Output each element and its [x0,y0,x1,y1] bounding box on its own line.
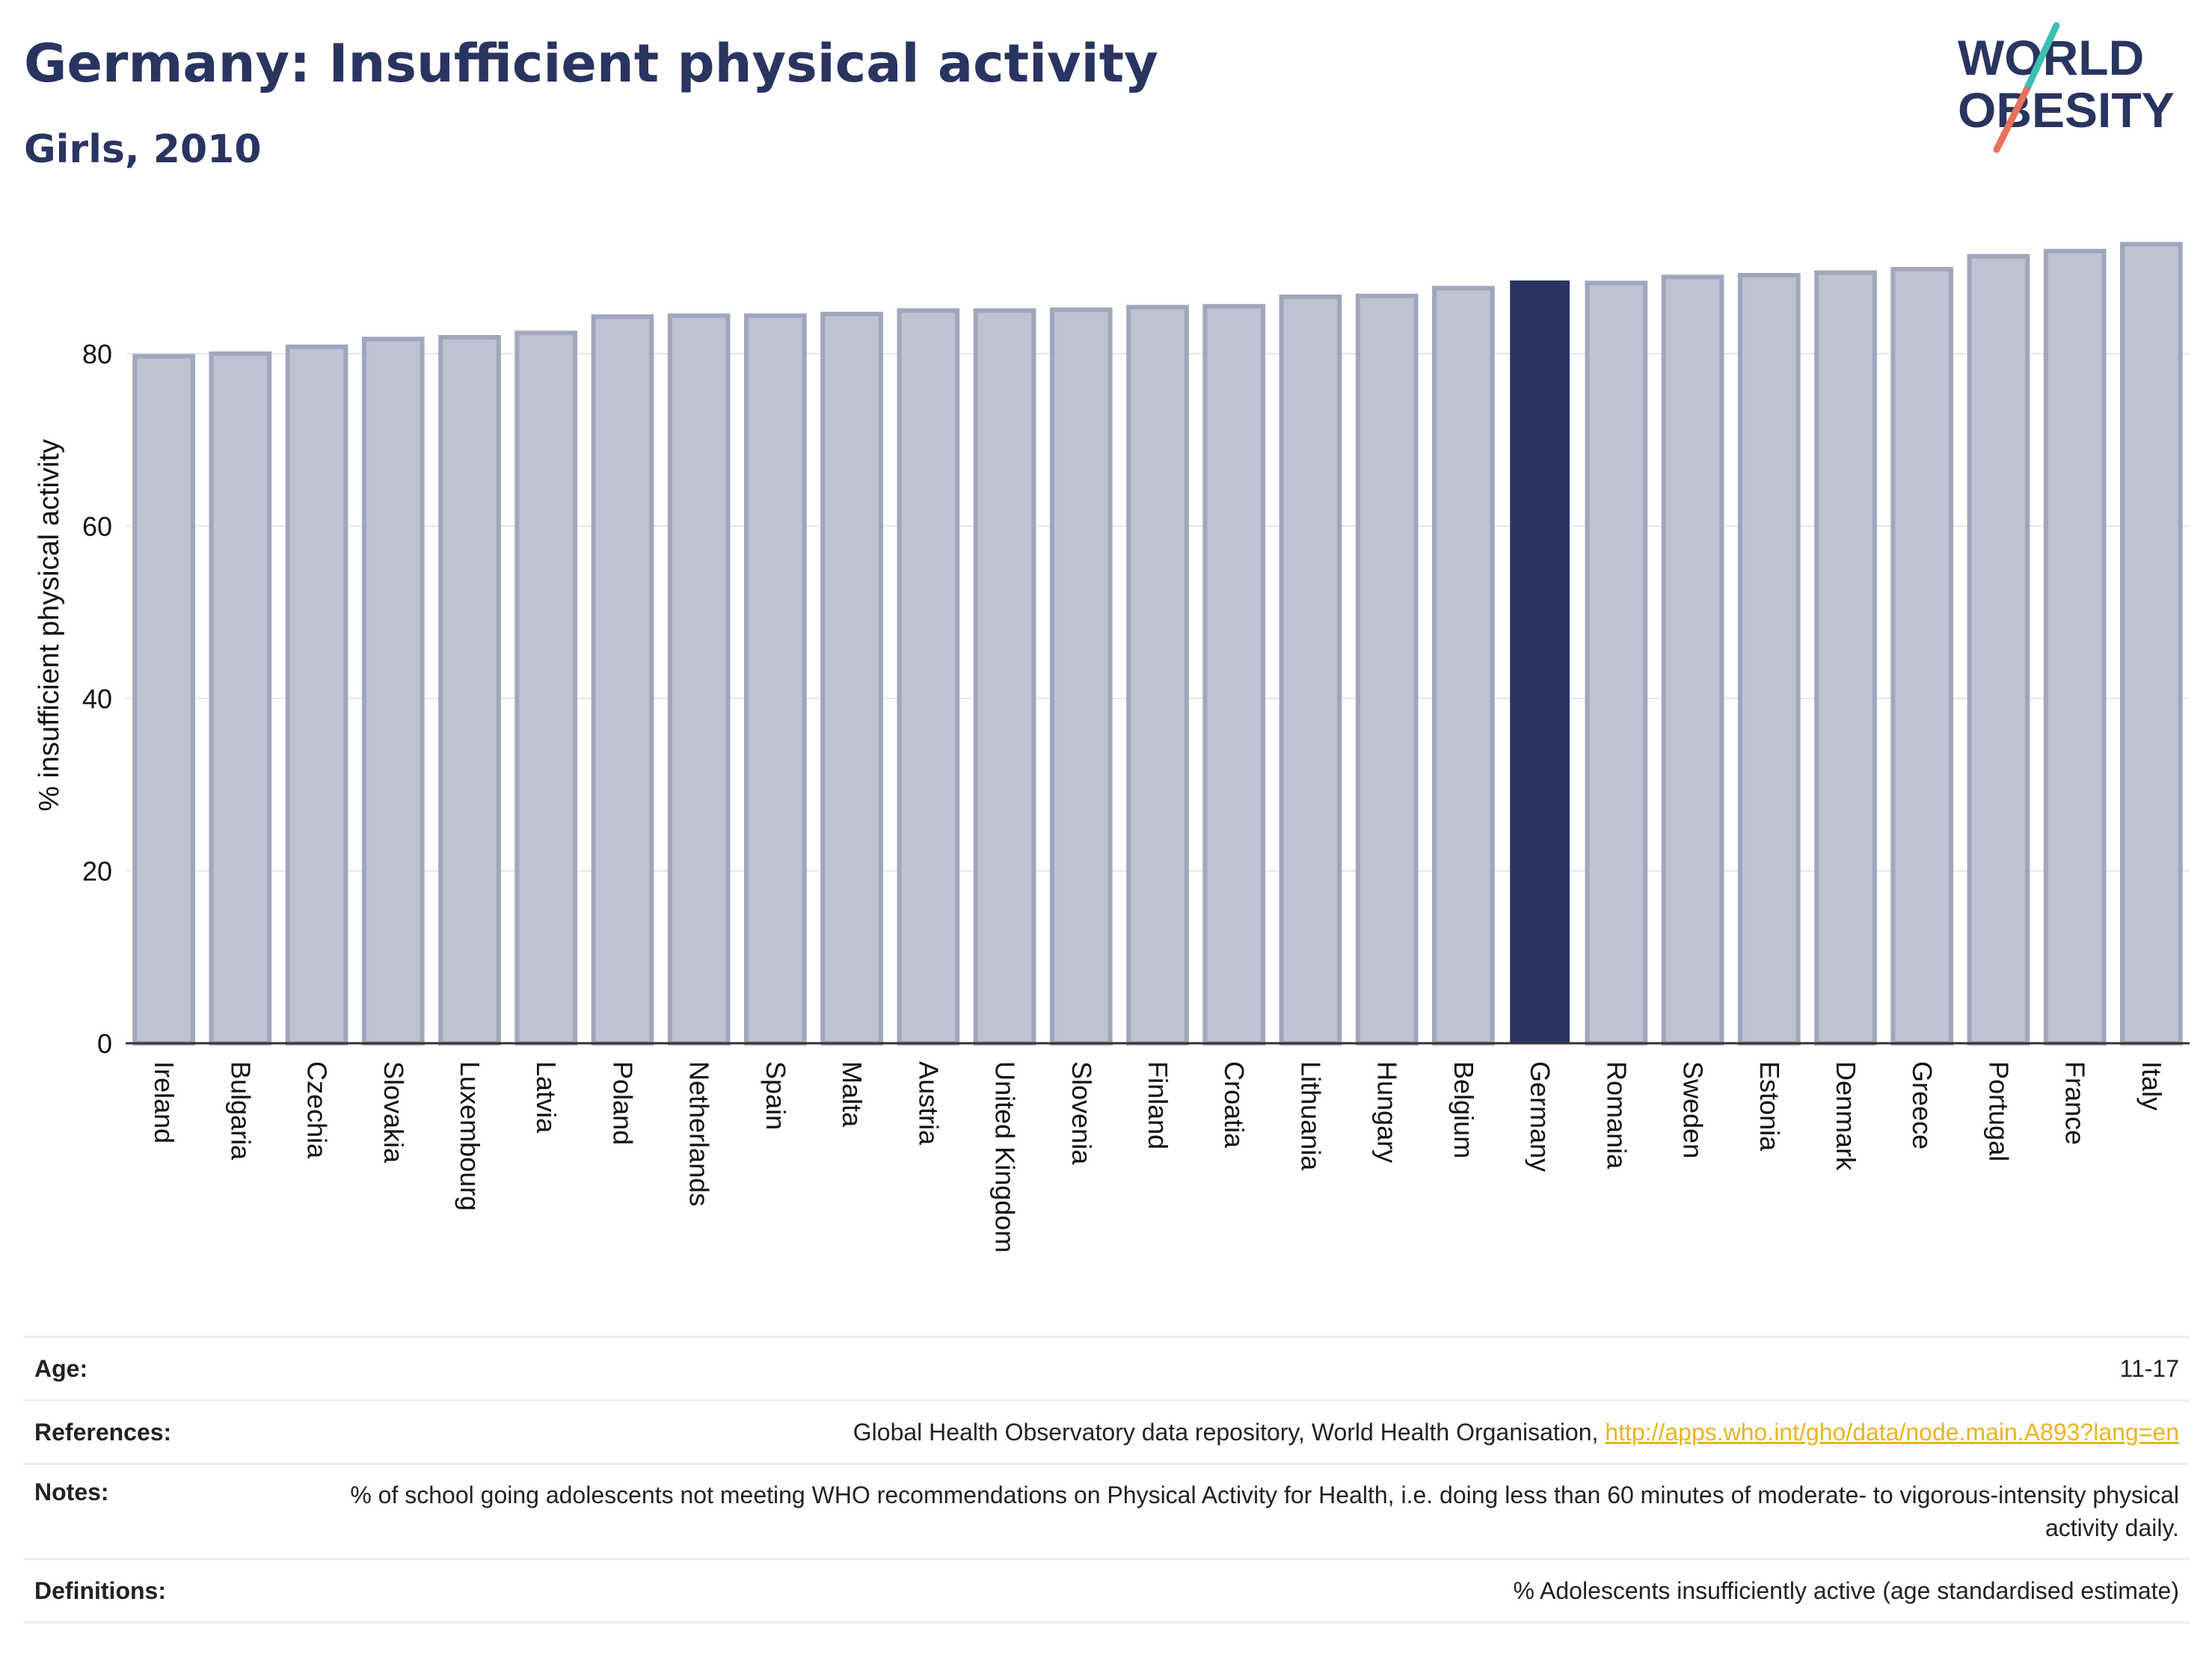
notes-value: % of school going adolescents not meetin… [350,1481,2179,1541]
bar [1814,270,1877,1045]
bar [1737,273,1801,1045]
y-axis-label: % insufficient physical activity [34,439,65,811]
bar [973,308,1036,1045]
logo-slash-teal [2023,22,2060,93]
x-tick-label: Lithuania [1295,1061,1326,1171]
bar-chart: 0 20 40 60 80 Ireland Bulgaria Czechia Slovakia L… [34,242,2190,1253]
logo-slash-coral [1993,86,2030,153]
bar [1890,266,1954,1045]
info-row-notes: Notes: % of school going adolescents not… [24,1463,2190,1558]
bars [132,242,2183,1046]
bar [2120,242,2183,1046]
bar [132,354,195,1045]
bar [1049,307,1113,1045]
bar [1126,304,1189,1045]
x-tick-label: Sweden [1678,1061,1709,1158]
bar [1202,304,1266,1045]
x-tick-label: Netherlands [684,1061,715,1206]
references-label: References: [34,1418,172,1446]
bar [1661,274,1724,1045]
x-tick-label: Portugal [1983,1061,2014,1161]
info-table: Age: 11-17 References: Global Health Obs… [24,1336,2190,1624]
x-tick-label: Croatia [1219,1061,1250,1149]
notes-label: Notes: [34,1479,109,1505]
bar [667,313,731,1045]
bar [438,334,501,1045]
x-tick-label: Italy [2136,1061,2167,1111]
y-tick-label: 0 [97,1028,112,1059]
chart-subtitle: Girls, 2010 [24,127,262,172]
x-tick-label: Malta [837,1061,867,1128]
y-tick-label: 20 [82,856,112,886]
x-tick-label: Estonia [1754,1061,1785,1152]
x-tick-label: Slovakia [378,1061,409,1164]
bar [209,351,272,1046]
x-tick-label: Slovenia [1066,1061,1097,1165]
bar [1432,286,1495,1045]
x-tick-label: France [2060,1061,2091,1145]
references-value: Global Health Observatory data repositor… [853,1416,2179,1449]
x-tick-label: Poland [607,1061,638,1145]
x-tick-label: United Kingdom [990,1061,1021,1253]
references-text: Global Health Observatory data repositor… [852,1419,1599,1446]
bar [361,337,425,1045]
x-tick-label: Ireland [149,1061,179,1143]
bar [2043,248,2107,1045]
x-tick-label: Bulgaria [225,1061,256,1161]
axes: 0 20 40 60 80 Ireland Bulgaria Czechia Slovakia L… [82,339,2190,1253]
bar [1279,294,1342,1045]
x-tick-label: Luxembourg [455,1061,485,1211]
x-tick-label: Belgium [1448,1061,1479,1158]
bar [1967,254,2030,1046]
bar [514,331,578,1045]
x-tick-label: Germany [1525,1061,1555,1172]
bar [897,308,960,1045]
definitions-label: Definitions: [34,1576,166,1604]
bar [744,313,807,1045]
bar-highlight [1510,280,1570,1044]
chart-title: Germany: Insufficient physical activity [24,33,1158,94]
references-link[interactable]: http://apps.who.int/gho/data/node.main.A… [1605,1419,2179,1446]
x-tick-label: Austria [913,1061,944,1146]
x-tick-label: Spain [761,1061,791,1130]
bar [1585,280,1648,1045]
y-tick-label: 60 [82,511,112,541]
x-tick-label: Hungary [1372,1061,1403,1163]
x-tick-label: Latvia [531,1061,562,1134]
x-tick-label: Romania [1601,1061,1632,1170]
info-row-references: References: Global Health Observatory da… [24,1399,2190,1463]
x-tick-label: Denmark [1831,1061,1861,1171]
x-tick-label: Czechia [302,1061,333,1159]
logo-line-2: OBESITY [1958,82,2175,138]
y-tick-label: 40 [82,684,112,714]
x-tick-label: Finland [1143,1061,1173,1149]
bar [820,311,883,1046]
bar [285,344,348,1045]
info-row-age: Age: 11-17 [24,1336,2190,1399]
age-value: 11-17 [2119,1355,2179,1382]
bar [591,314,654,1045]
definitions-value: % Adolescents insufficiently active (age… [1513,1577,2179,1604]
world-obesity-logo: WORLD OBESITY [1958,22,2175,153]
x-tick-label: Greece [1907,1061,1938,1149]
bar [1355,293,1419,1046]
info-row-definitions: Definitions: % Adolescents insufficientl… [24,1558,2190,1624]
y-tick-label: 80 [82,339,112,369]
age-label: Age: [34,1354,88,1382]
